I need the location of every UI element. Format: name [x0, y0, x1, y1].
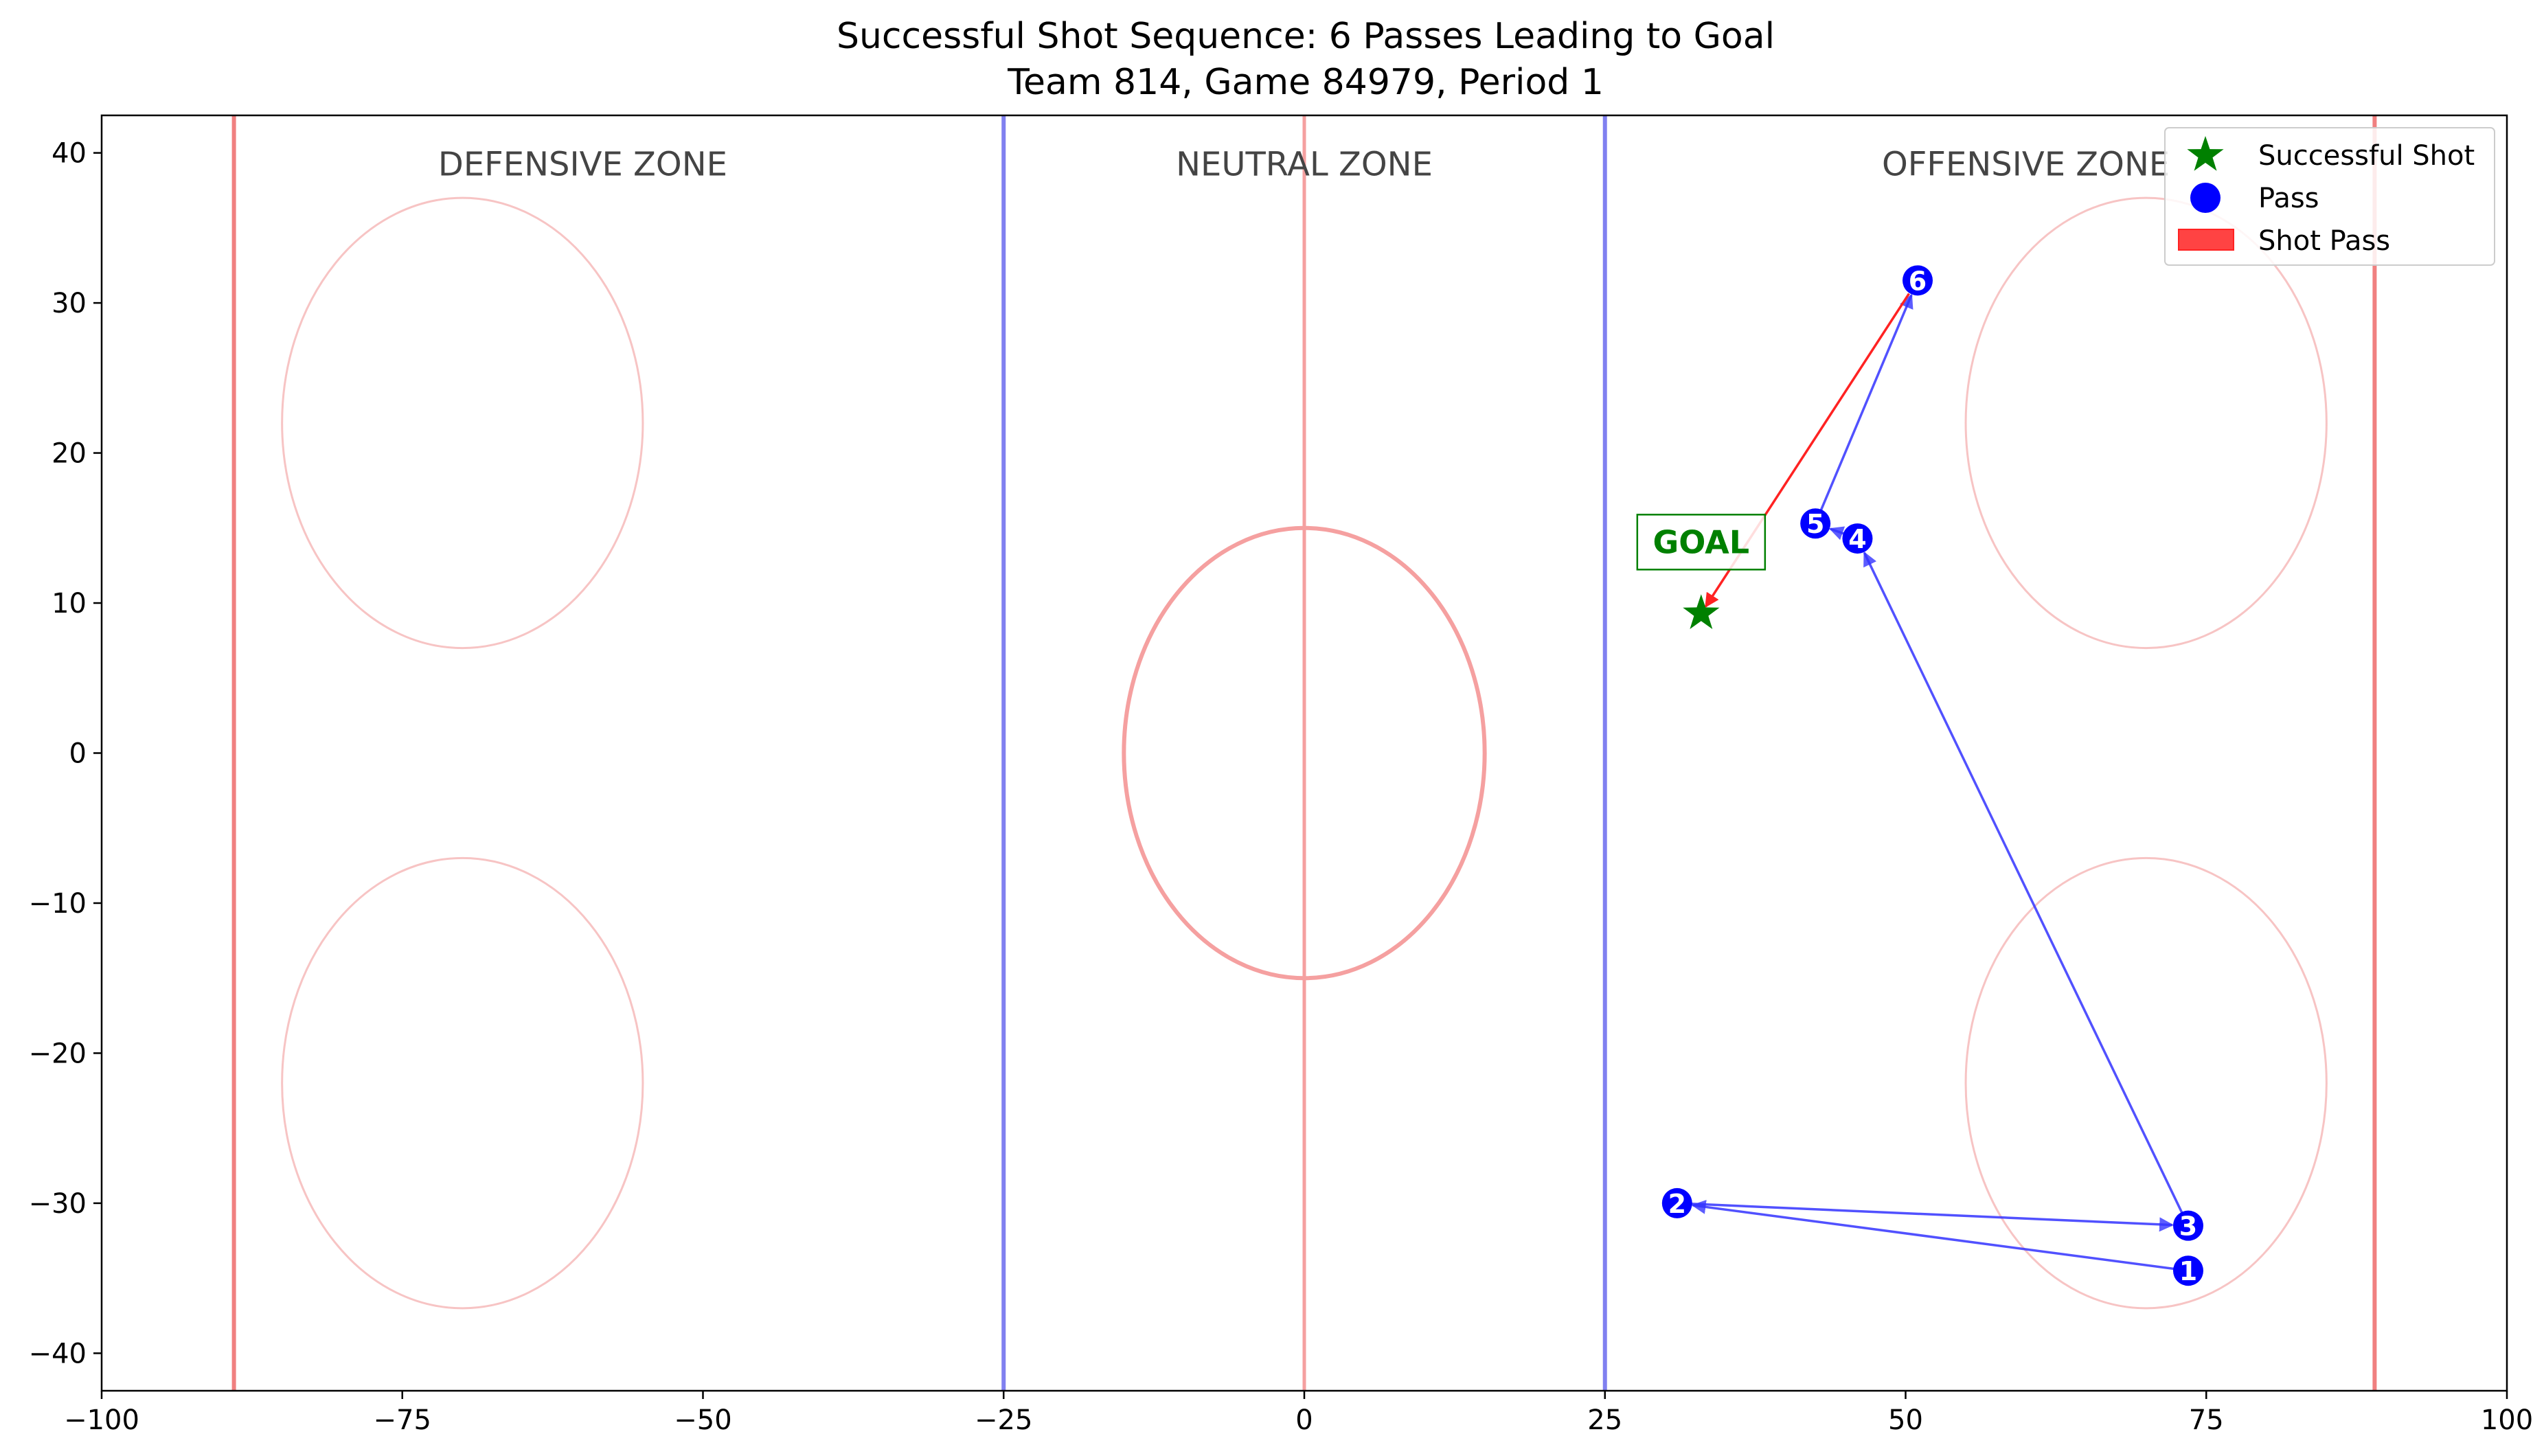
- y-tick-label: 0: [69, 738, 87, 770]
- axes: −100 −75 −50 −25 0 25 50 75 100−40−30−20−1001020…: [29, 114, 2533, 1436]
- pass-number-label: 6: [1909, 266, 1927, 296]
- y-tick-label: 10: [52, 588, 87, 619]
- pass-point: [1903, 265, 1933, 296]
- legend-pass-icon: [2190, 183, 2221, 213]
- goal-annotation-box: [1636, 514, 1767, 571]
- pass-number-label: 1: [2179, 1256, 2197, 1286]
- zone-label: OFFENSIVE ZONE: [1882, 145, 2170, 183]
- chart-title: Successful Shot Sequence: 6 Passes Leadi…: [837, 16, 1775, 57]
- x-tick-label: 75: [2189, 1404, 2224, 1436]
- zone-label: NEUTRAL ZONE: [1176, 145, 1433, 183]
- pass-point: [2172, 1210, 2203, 1241]
- legend-entry: Shot Pass: [2258, 225, 2390, 257]
- x-tick-label: 100: [2481, 1404, 2533, 1436]
- pass-number-label: 5: [1806, 509, 1824, 539]
- x-tick-label: −50: [674, 1404, 731, 1436]
- goal-annotation-label: GOAL: [1653, 523, 1750, 560]
- pass-point: [1842, 523, 1873, 554]
- y-tick-label: −30: [29, 1188, 87, 1220]
- chart-subtitle: Team 814, Game 84979, Period 1: [1007, 62, 1604, 103]
- pass-number-label: 2: [1668, 1189, 1686, 1219]
- pass-arrow: [1814, 293, 1913, 524]
- plot-area: DEFENSIVE ZONE NEUTRAL ZONE OFFENSIVE ZONE…: [231, 115, 2377, 1391]
- offensive-bottom-circle: [1964, 856, 2328, 1310]
- pass-number-label: 3: [2179, 1212, 2197, 1242]
- legend-shot-icon: [2187, 136, 2224, 171]
- zone-label: DEFENSIVE ZONE: [438, 145, 727, 183]
- x-tick-label: −25: [975, 1404, 1032, 1436]
- pass-point: [1800, 508, 1831, 539]
- defensive-bottom-circle: [281, 856, 644, 1310]
- legend-entry: Pass: [2258, 183, 2319, 214]
- x-tick-label: 50: [1888, 1404, 1923, 1436]
- y-tick-label: −20: [29, 1038, 87, 1069]
- defensive-top-circle: [281, 196, 644, 650]
- x-tick-label: −75: [374, 1404, 431, 1436]
- pass-arrow: [1863, 551, 2190, 1227]
- offensive-top-circle: [1964, 196, 2328, 650]
- x-tick-label: 0: [1295, 1404, 1313, 1436]
- legend-entry: Successful Shot: [2258, 140, 2475, 172]
- pass-arrow: [1677, 1202, 2174, 1232]
- x-tick-label: 25: [1587, 1404, 1622, 1436]
- pass-point: [2172, 1255, 2203, 1286]
- pass-arrow: [1691, 1199, 2189, 1272]
- y-tick-label: 30: [52, 288, 87, 319]
- pass-point: [1661, 1187, 1692, 1218]
- successful-shot-marker: [1683, 594, 1720, 629]
- legend-box: [2164, 127, 2495, 266]
- legend: Successful Shot Pass Shot Pass: [2164, 127, 2495, 266]
- x-tick-label: −100: [64, 1404, 139, 1436]
- pass-number-label: 4: [1848, 524, 1866, 554]
- y-tick-label: −10: [29, 888, 87, 920]
- y-tick-label: 20: [52, 438, 87, 470]
- y-tick-label: −40: [29, 1338, 87, 1369]
- legend-shot-pass-icon: [2178, 229, 2234, 251]
- y-tick-label: 40: [52, 138, 87, 170]
